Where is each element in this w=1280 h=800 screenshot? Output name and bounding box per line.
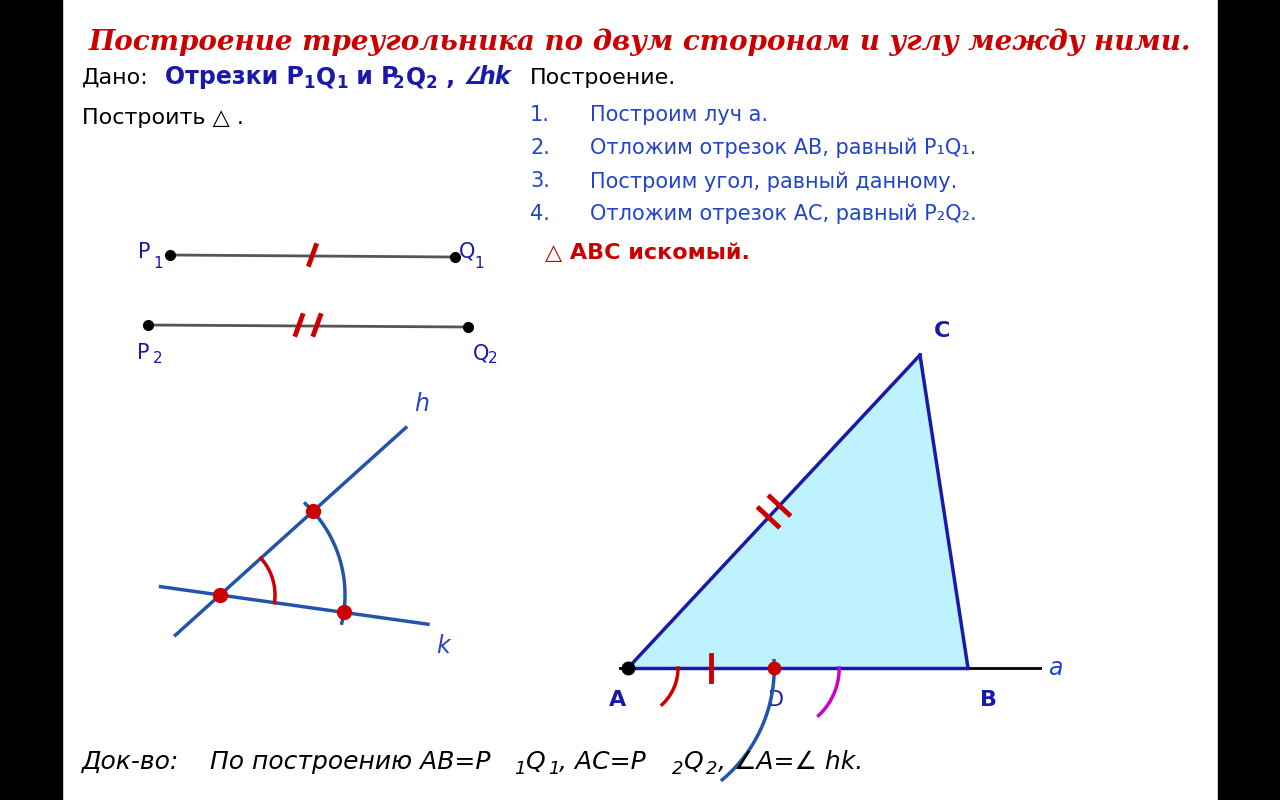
Text: hk: hk: [477, 65, 511, 89]
Text: C: C: [934, 321, 950, 341]
Text: k: k: [436, 634, 449, 658]
Text: 2.: 2.: [530, 138, 550, 158]
Text: Построим луч a.: Построим луч a.: [590, 105, 768, 125]
Text: P: P: [137, 242, 150, 262]
Text: Q: Q: [684, 750, 704, 774]
Text: 2: 2: [488, 351, 498, 366]
Text: 1: 1: [548, 760, 559, 778]
Text: Построение.: Построение.: [530, 68, 676, 88]
Text: Дано:: Дано:: [82, 68, 148, 88]
Text: △ АВС искомый.: △ АВС искомый.: [545, 243, 750, 263]
Text: 2: 2: [393, 74, 404, 92]
Text: Q: Q: [316, 65, 337, 89]
Text: Отложим отрезок АС, равный Р₂Q₂.: Отложим отрезок АС, равный Р₂Q₂.: [590, 204, 977, 225]
Text: 1.: 1.: [530, 105, 550, 125]
Text: и P: и P: [348, 65, 398, 89]
Text: A: A: [609, 690, 627, 710]
Text: 3.: 3.: [530, 171, 550, 191]
Text: По построению АВ=Р: По построению АВ=Р: [210, 750, 490, 774]
Text: 2: 2: [672, 760, 684, 778]
Text: 2: 2: [154, 351, 163, 366]
Text: h: h: [413, 392, 429, 416]
Text: 2: 2: [426, 74, 438, 92]
Polygon shape: [628, 355, 968, 668]
Text: P: P: [137, 343, 150, 363]
Text: B: B: [980, 690, 997, 710]
Text: a: a: [1048, 656, 1062, 680]
Text: 1: 1: [515, 760, 526, 778]
Text: Q: Q: [460, 242, 475, 262]
Text: 1: 1: [303, 74, 315, 92]
Text: 1: 1: [154, 257, 163, 271]
Text: 2: 2: [707, 760, 718, 778]
Text: 1: 1: [335, 74, 347, 92]
Text: Построим угол, равный данному.: Построим угол, равный данному.: [590, 171, 957, 191]
Text: Док-во:: Док-во:: [82, 750, 179, 774]
Text: Построить △ .: Построить △ .: [82, 108, 244, 128]
Text: Q: Q: [406, 65, 426, 89]
Text: , АС=Р: , АС=Р: [559, 750, 645, 774]
Text: Построение треугольника по двум сторонам и углу между ними.: Построение треугольника по двум сторонам…: [88, 28, 1192, 55]
Text: 1: 1: [474, 257, 484, 271]
Text: Отрезки P: Отрезки P: [165, 65, 303, 89]
Text: , ∠А=∠ hk.: , ∠А=∠ hk.: [718, 750, 863, 774]
Text: D: D: [768, 690, 785, 710]
Text: , ∠: , ∠: [438, 65, 485, 89]
Text: Отложим отрезок АВ, равный Р₁Q₁.: Отложим отрезок АВ, равный Р₁Q₁.: [590, 138, 977, 158]
Text: Q: Q: [526, 750, 545, 774]
Text: Q: Q: [474, 343, 489, 363]
Text: 4.: 4.: [530, 204, 550, 224]
